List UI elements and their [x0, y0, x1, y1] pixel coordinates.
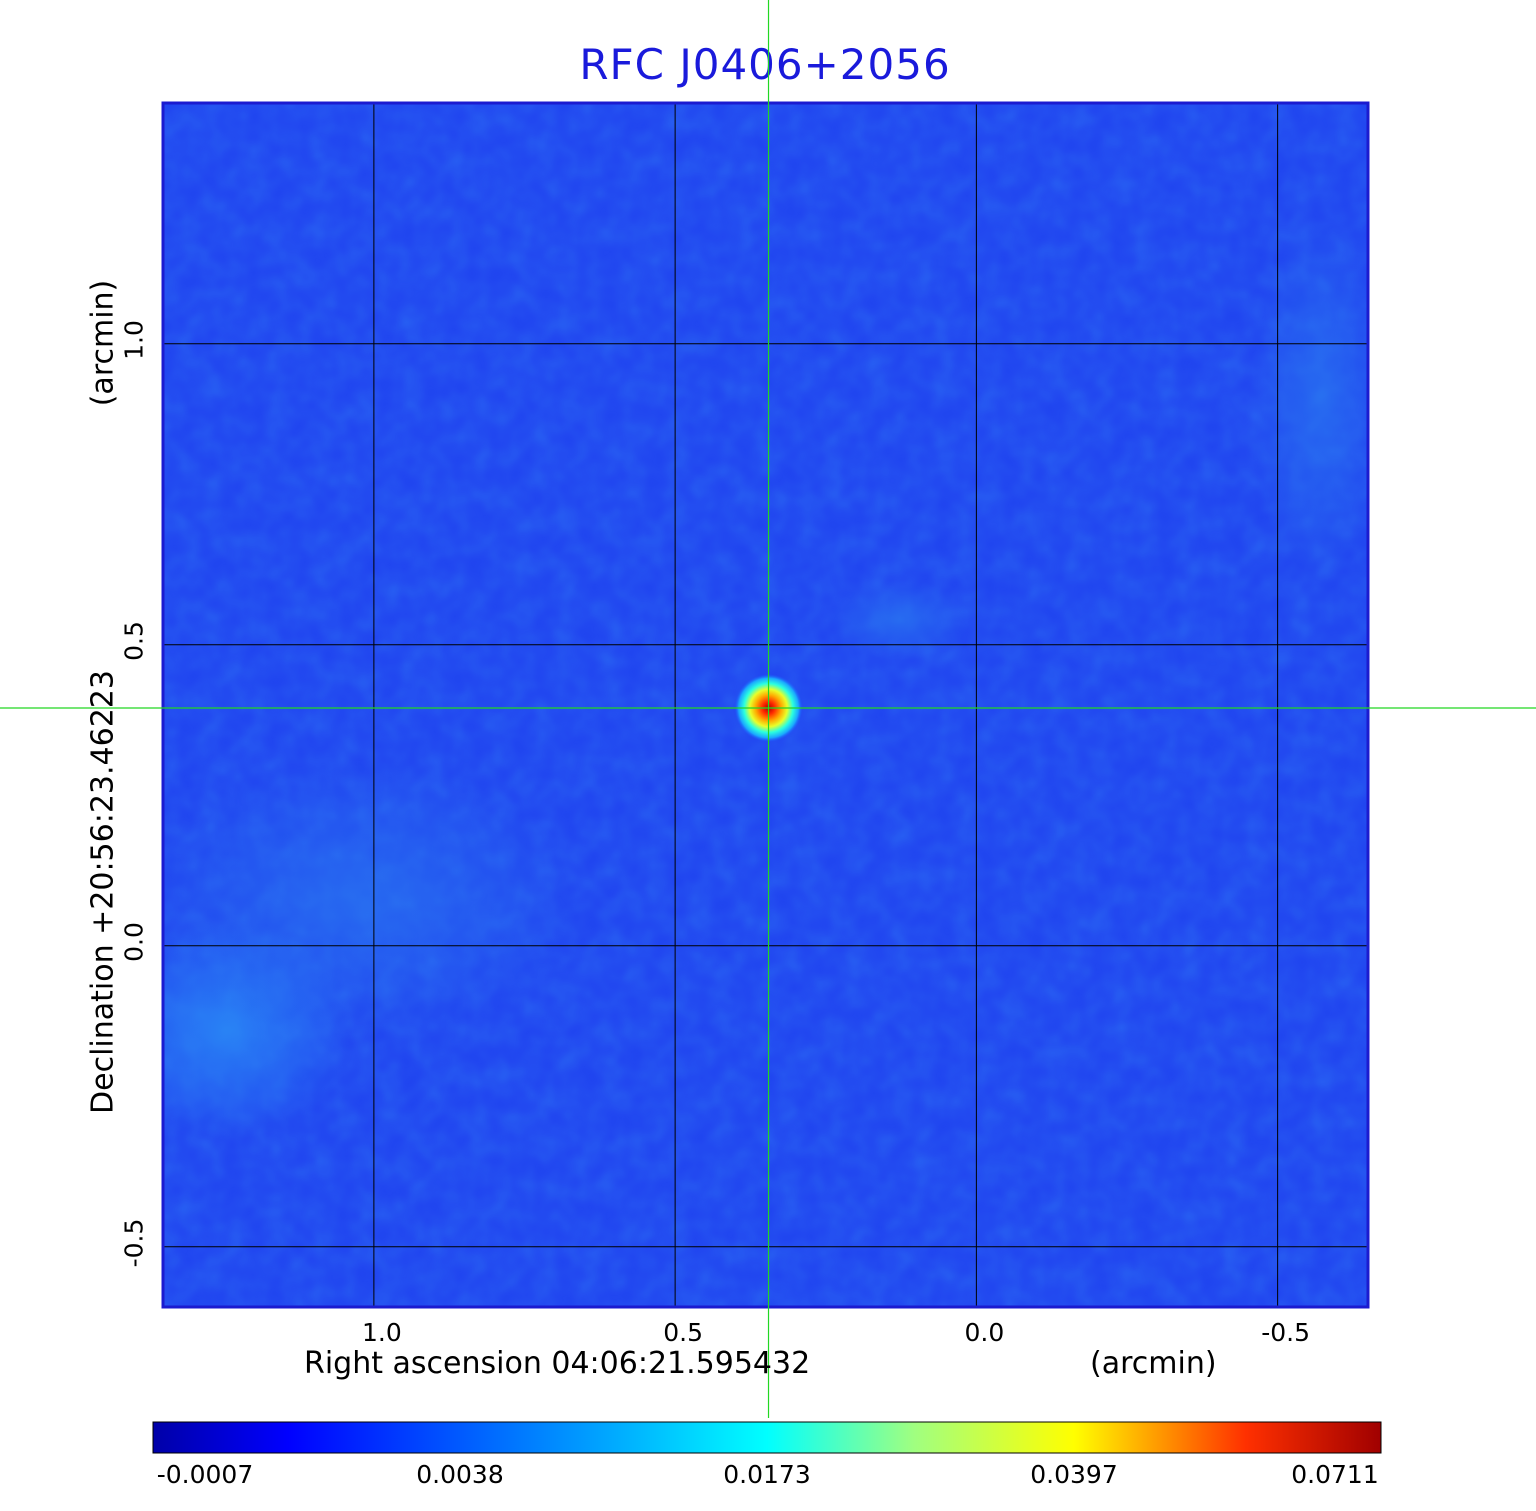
chart-title: RFC J0406+2056: [579, 40, 951, 89]
x-tick-label-2: 0.0: [964, 1318, 1005, 1347]
diffuse-emission-4: [830, 580, 970, 660]
diffuse-emission-3: [1250, 220, 1368, 580]
x-tick-label-3: -0.5: [1261, 1318, 1311, 1347]
y-axis-label: Declination +20:56:23.46223: [85, 670, 121, 1114]
diffuse-emission-2: [163, 760, 580, 1040]
colorbar-tick-label-1: 0.0038: [416, 1460, 504, 1489]
y-tick-label-2: 0.0: [119, 921, 149, 962]
image-plane: [163, 103, 1368, 1307]
colorbar-tick-label-0: -0.0007: [156, 1460, 254, 1489]
grid-lines: [163, 103, 1368, 1307]
colorbar-tick-label-2: 0.0173: [723, 1460, 811, 1489]
x-axis-label: Right ascension 04:06:21.595432: [304, 1346, 811, 1381]
y-tick-label-3: -0.5: [119, 1218, 149, 1268]
x-axis-unit: (arcmin): [1090, 1346, 1217, 1381]
plot-frame: [161, 101, 1370, 1309]
y-tick-label-1: 0.5: [119, 620, 149, 661]
colorbar-tick-label-4: 0.0711: [1291, 1460, 1379, 1489]
y-axis-unit: (arcmin): [85, 279, 121, 407]
y-tick-label-0: 1.0: [119, 319, 149, 360]
colorbar-tick-label-3: 0.0397: [1030, 1460, 1118, 1489]
x-tick-label-0: 1.0: [361, 1318, 402, 1347]
x-tick-label-1: 0.5: [663, 1318, 704, 1347]
colorbar: [152, 1421, 1382, 1454]
